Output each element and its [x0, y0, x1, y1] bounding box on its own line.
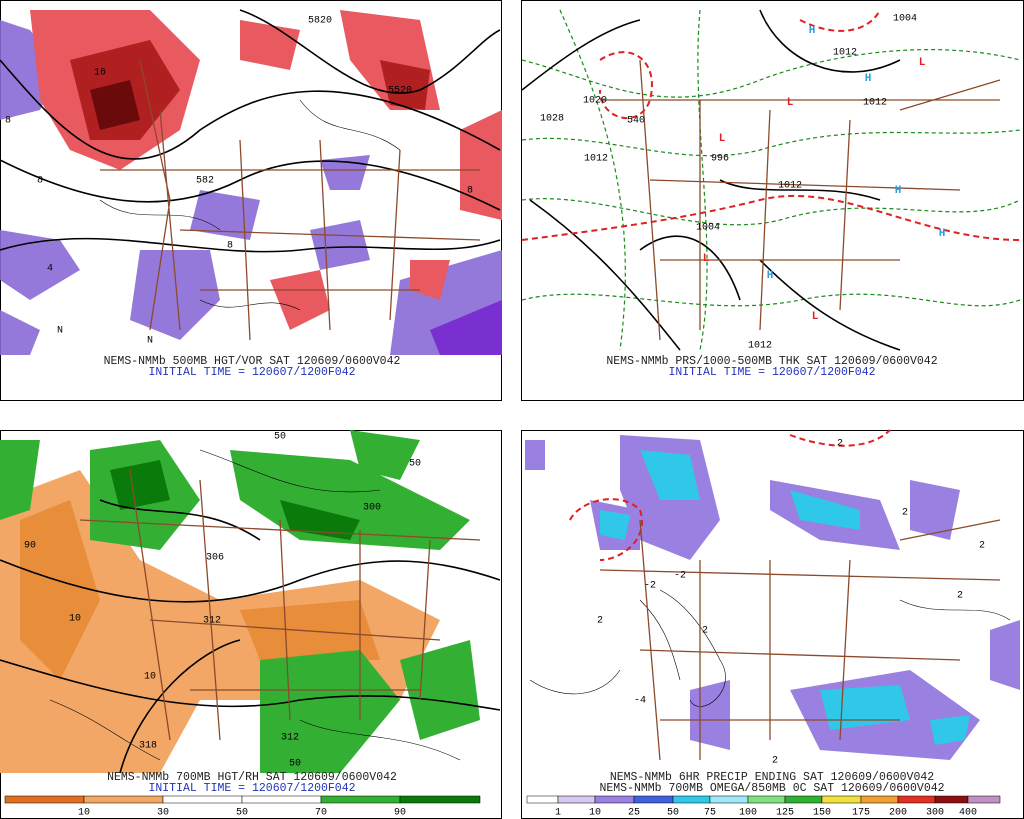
contour-label: 540	[627, 116, 645, 127]
high-marker: H	[895, 185, 902, 197]
contour-label: 50	[409, 459, 421, 470]
colorbar-label: 90	[394, 808, 406, 819]
contour-label: 10	[144, 672, 156, 683]
contour-label: 50	[289, 759, 301, 770]
contour-label: 2	[597, 616, 603, 627]
contour-label: 1012	[748, 341, 772, 352]
colorbar-label: 30	[157, 808, 169, 819]
low-marker: L	[787, 97, 794, 109]
contour-label: 90	[24, 541, 36, 552]
caption: NEMS-NMMb 500MB HGT/VOR SAT 120609/0600V…	[104, 355, 401, 368]
initial-time: INITIAL TIME = 120607/1200F042	[148, 366, 355, 379]
colorbar-label: 70	[315, 808, 327, 819]
map-precip	[525, 429, 1020, 761]
contour-label: 318	[139, 741, 157, 752]
contour-label: 8	[37, 176, 43, 187]
contour-label: 5820	[308, 16, 332, 27]
high-marker: H	[865, 73, 872, 85]
contour-label: 1012	[863, 98, 887, 109]
contour-label: 312	[203, 616, 221, 627]
contour-label: 8	[5, 116, 11, 127]
contour-label: 10	[69, 614, 81, 625]
contour-label: 5520	[388, 86, 412, 97]
colorbar-label: 75	[704, 808, 716, 819]
map-700mb	[0, 430, 501, 774]
contour-label: 312	[281, 733, 299, 744]
colorbar-label: 25	[628, 808, 640, 819]
colorbar-label: 300	[926, 808, 944, 819]
contour-label: 1004	[696, 223, 720, 234]
contour-label: 2	[837, 439, 843, 450]
contour-label: -2	[644, 581, 656, 592]
contour-label: 2	[957, 591, 963, 602]
contour-label: 582	[196, 176, 214, 187]
colorbar-label: 150	[813, 808, 831, 819]
contour-label: 1012	[778, 181, 802, 192]
contour-label: 8	[227, 241, 233, 252]
initial-time: INITIAL TIME = 120607/1200F042	[668, 366, 875, 379]
caption-area	[522, 355, 1023, 400]
colorbar-label: 400	[959, 808, 977, 819]
low-marker: L	[812, 311, 819, 323]
caption-area	[1, 773, 501, 818]
colorbar-label: 10	[78, 808, 90, 819]
contour-label: N	[57, 326, 63, 337]
contour-label: 1028	[540, 114, 564, 125]
colorbar-label: 125	[776, 808, 794, 819]
low-marker: L	[919, 57, 926, 69]
contour-label: 2	[902, 508, 908, 519]
contour-label: 2	[772, 756, 778, 767]
caption: NEMS-NMMb 6HR PRECIP ENDING SAT 120609/0…	[610, 771, 934, 784]
contour-label: 300	[363, 503, 381, 514]
contour-label: 1020	[583, 96, 607, 107]
high-marker: H	[939, 228, 946, 240]
contour-label: -4	[634, 696, 646, 707]
colorbar-label: 1	[555, 808, 561, 819]
map-pressure	[521, 9, 1021, 351]
colorbar-label: 175	[852, 808, 870, 819]
colorbar-label: 50	[236, 808, 248, 819]
contour-label: 50	[274, 432, 286, 443]
contour-label: N	[147, 336, 153, 347]
contour-label: 8	[467, 186, 473, 197]
high-marker: H	[767, 270, 774, 282]
contour-label: 16	[94, 68, 106, 79]
panel-frame	[521, 0, 1024, 401]
caption: NEMS-NMMb 700MB HGT/RH SAT 120609/0600V0…	[107, 771, 397, 784]
colorbar-label: 200	[889, 808, 907, 819]
caption-area	[522, 773, 1023, 818]
contour-label: 4	[47, 264, 53, 275]
caption-area	[1, 355, 501, 400]
colorbar-label: 50	[667, 808, 679, 819]
contour-label: 2	[979, 541, 985, 552]
contour-label: 2	[702, 626, 708, 637]
caption: NEMS-NMMb PRS/1000-500MB THK SAT 120609/…	[606, 355, 937, 368]
colorbar-label: 10	[589, 808, 601, 819]
contour-label: 306	[206, 553, 224, 564]
colorbar-label: 100	[739, 808, 757, 819]
colorbar-rh	[4, 795, 481, 804]
contour-label: 996	[711, 154, 729, 165]
contour-label: -2	[674, 571, 686, 582]
low-marker: L	[719, 133, 726, 145]
low-marker: L	[703, 253, 710, 265]
contour-label: 1012	[833, 48, 857, 59]
map-500mb	[0, 9, 502, 355]
caption: NEMS-NMMb 700MB OMEGA/850MB 0C SAT 12060…	[599, 782, 944, 795]
contour-label: 1012	[584, 154, 608, 165]
initial-time: INITIAL TIME = 120607/1200F042	[148, 782, 355, 795]
colorbar-precip	[526, 795, 1001, 804]
high-marker: H	[809, 25, 816, 37]
contour-label: 1004	[893, 14, 917, 25]
